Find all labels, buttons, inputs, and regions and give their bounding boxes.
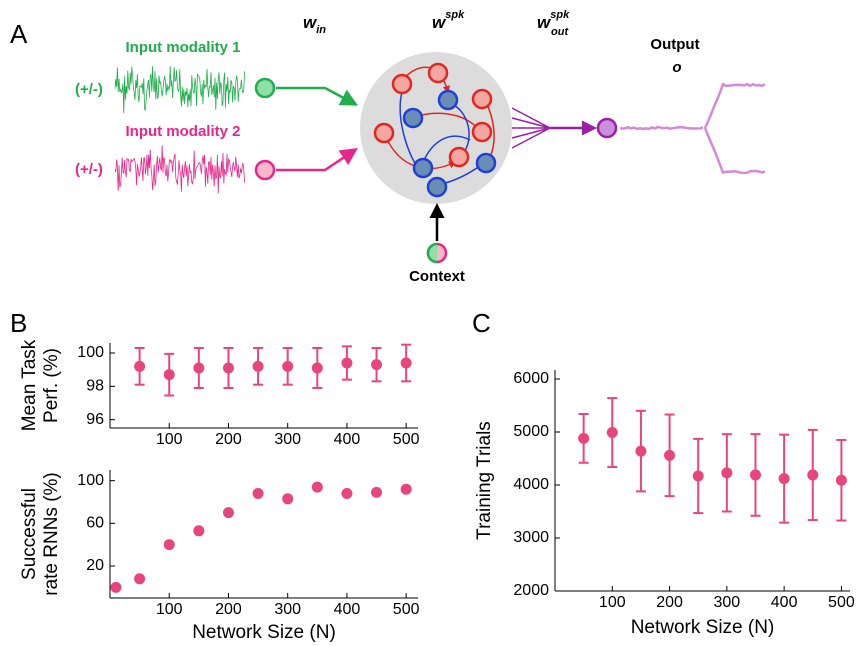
point	[635, 445, 647, 457]
point	[664, 449, 676, 461]
y-axis-label: Successful	[19, 488, 40, 580]
point	[807, 469, 819, 481]
point	[311, 481, 323, 493]
point	[311, 362, 323, 374]
noise-trace	[114, 145, 245, 194]
y-tick-label: 60	[86, 515, 104, 532]
y-tick-label: 100	[77, 344, 104, 361]
y-tick-label: 6000	[513, 370, 549, 387]
weight-label: wspk out	[537, 9, 570, 38]
y-tick-label: 100	[77, 472, 104, 489]
x-axis-label: Network Size (N)	[192, 622, 336, 643]
x-tick-label: 500	[828, 594, 855, 611]
point	[578, 432, 590, 444]
panel-label: A	[10, 19, 28, 49]
point	[341, 357, 353, 369]
y-tick-label: 3000	[513, 529, 549, 546]
x-tick-label: 400	[334, 601, 361, 618]
weight-label: wspk	[432, 9, 465, 33]
output-node	[596, 117, 618, 139]
input-name: Input modality 1	[125, 39, 240, 56]
point	[163, 539, 175, 551]
panel-label: B	[10, 308, 27, 338]
y-tick-label: 5000	[513, 423, 549, 440]
neurons	[373, 62, 497, 198]
point	[400, 357, 412, 369]
symbol: w	[303, 13, 318, 32]
symbol: w	[432, 13, 447, 32]
point	[400, 483, 412, 495]
point	[134, 360, 146, 372]
x-tick-label: 300	[274, 431, 301, 448]
superscript: spk	[550, 9, 570, 21]
superscript: spk	[445, 9, 465, 21]
point	[282, 493, 294, 505]
x-tick-label: 200	[215, 601, 242, 618]
point	[606, 427, 618, 439]
y-tick-label: 98	[86, 378, 104, 395]
x-tick-label: 200	[215, 431, 242, 448]
point	[110, 581, 122, 593]
x-axis-label: Network Size (N)	[631, 617, 775, 638]
context-node	[426, 242, 437, 264]
output-symbol: o	[672, 59, 681, 76]
symbol: w	[537, 13, 552, 32]
x-tick-label: 400	[771, 594, 798, 611]
input-name: Input modality 2	[125, 123, 240, 140]
y-axis-label: Mean Task	[19, 339, 40, 431]
x-tick-label: 500	[393, 431, 420, 448]
input-node	[254, 159, 276, 181]
panel-label: C	[472, 308, 491, 338]
x-tick-label: 100	[599, 594, 626, 611]
point	[252, 360, 264, 372]
x-tick-label: 300	[274, 601, 301, 618]
noise-trace	[114, 66, 245, 114]
x-tick-label: 100	[156, 431, 183, 448]
point	[749, 469, 761, 481]
x-tick-label: 100	[156, 601, 183, 618]
point	[778, 473, 790, 485]
output-trace	[619, 82, 766, 175]
point	[692, 470, 704, 482]
arrow	[276, 148, 358, 172]
point	[341, 487, 353, 499]
point	[371, 486, 383, 498]
point	[193, 525, 205, 537]
point	[222, 362, 234, 374]
point	[835, 474, 847, 486]
y-tick-label: 96	[86, 411, 104, 428]
subscript: in	[316, 24, 326, 36]
point	[193, 362, 205, 374]
readout	[511, 107, 597, 149]
x-tick-label: 500	[393, 601, 420, 618]
x-tick-label: 400	[334, 431, 361, 448]
point	[371, 359, 383, 371]
point	[721, 467, 733, 479]
point	[282, 360, 294, 372]
input-sign: (+/-)	[75, 81, 103, 98]
weight-label: win	[303, 13, 326, 35]
y-tick-label: 2000	[513, 582, 549, 599]
input-sign: (+/-)	[75, 161, 103, 178]
output-title: Output	[650, 36, 699, 53]
noise-traces	[114, 66, 245, 194]
context-label: Context	[409, 268, 465, 285]
input-node	[254, 77, 276, 99]
y-tick-label: 4000	[513, 476, 549, 493]
x-tick-label: 300	[713, 594, 740, 611]
point	[163, 369, 175, 381]
x-tick-label: 200	[656, 594, 683, 611]
y-axis-label: Training Trials	[474, 421, 495, 540]
y-axis-label: rate RNNs (%)	[41, 472, 62, 596]
point	[252, 487, 264, 499]
y-axis-label: Perf. (%)	[41, 348, 62, 423]
y-tick-label: 20	[86, 557, 104, 574]
point	[134, 573, 146, 585]
subscript: out	[551, 26, 569, 38]
arrow	[276, 86, 359, 106]
point	[222, 507, 234, 519]
